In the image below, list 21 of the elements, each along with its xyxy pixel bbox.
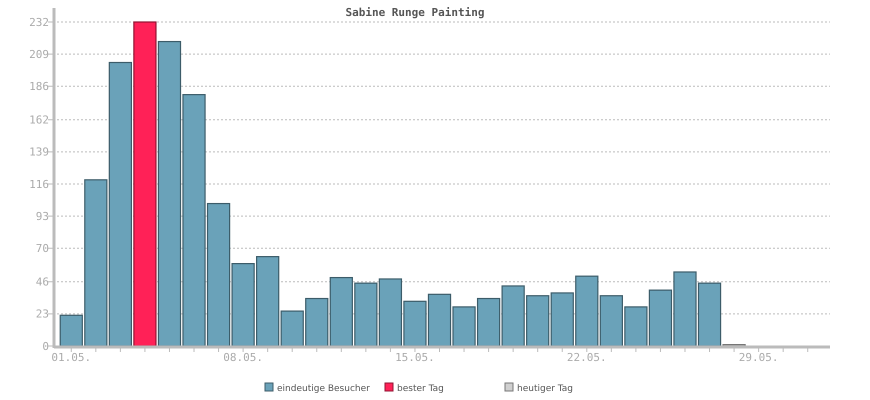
y-tick-label: 23 xyxy=(36,308,49,321)
y-tick-label: 232 xyxy=(29,16,49,29)
y-tick-label: 116 xyxy=(29,178,49,191)
y-tick-label: 93 xyxy=(36,210,49,223)
x-tick-label: 29.05. xyxy=(738,351,779,364)
legend-label: bester Tag xyxy=(397,384,444,394)
y-tick-label: 0 xyxy=(42,340,49,353)
y-tick-label: 186 xyxy=(29,80,49,94)
y-tick-label: 139 xyxy=(29,146,49,159)
x-tick-label: 08.05. xyxy=(223,351,263,364)
y-tick-label: 162 xyxy=(29,114,49,127)
bar xyxy=(133,21,157,347)
x-tick-label: 15.05. xyxy=(395,351,435,364)
x-tick-label: 22.05. xyxy=(566,351,607,364)
chart-title: Sabine Runge Painting xyxy=(345,6,485,19)
legend-label: heutiger Tag xyxy=(517,384,574,394)
legend-label: eindeutige Besucher xyxy=(277,384,370,394)
y-tick-label: 70 xyxy=(36,242,49,256)
y-tick-label: 46 xyxy=(36,276,49,289)
y-tick-label: 209 xyxy=(29,48,49,61)
x-tick-label: 01.05. xyxy=(51,351,92,364)
